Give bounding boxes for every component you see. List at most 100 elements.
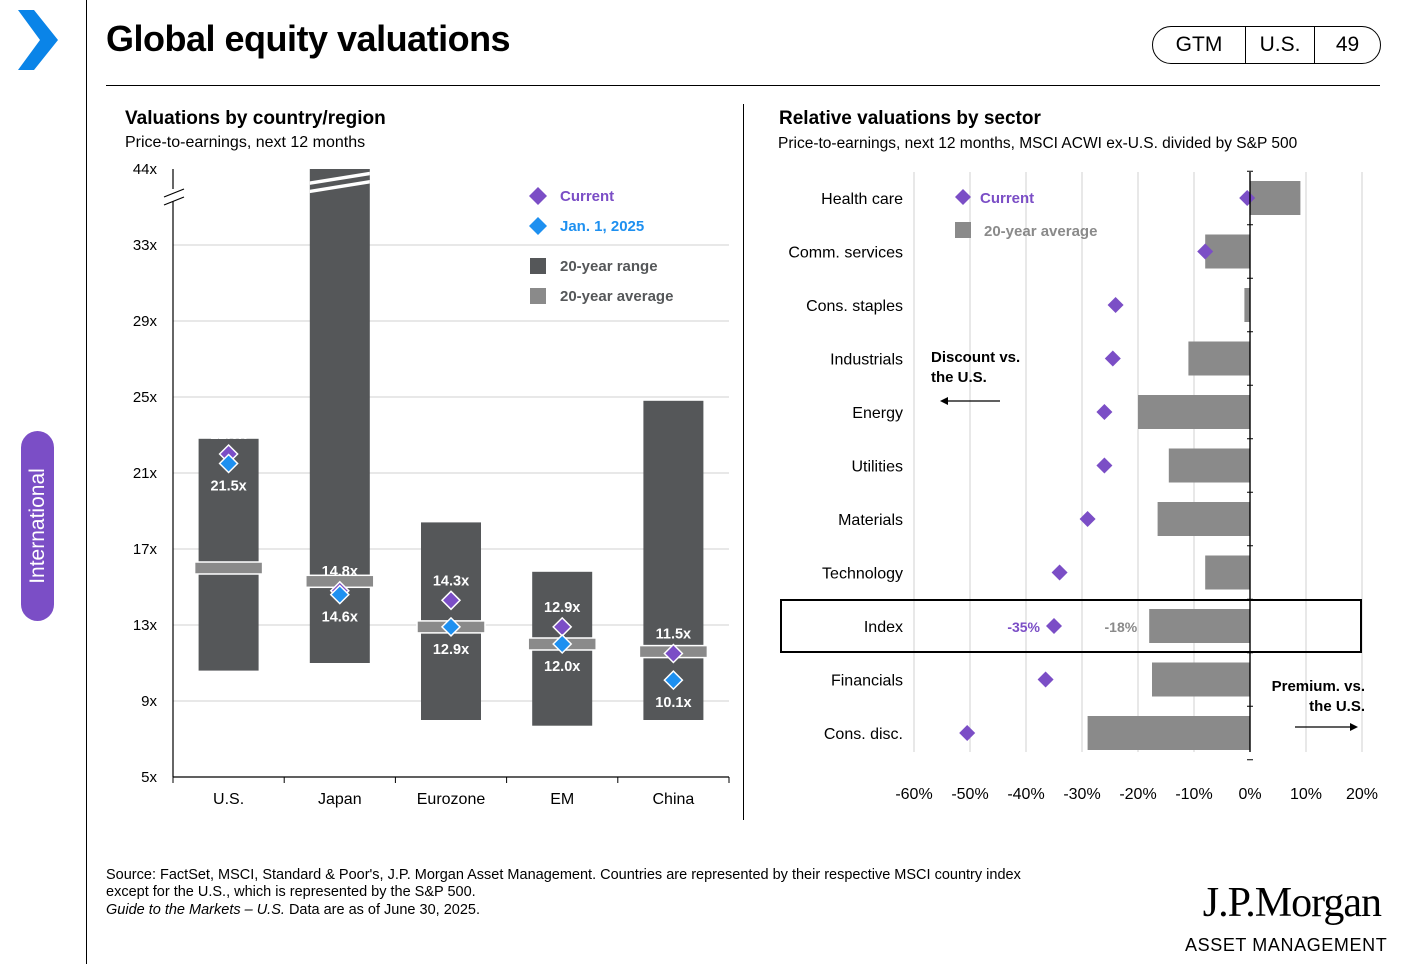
right-current-diamond [1096, 457, 1113, 474]
right-average-bar [1205, 555, 1250, 590]
left-jan-label: 12.0x [544, 659, 580, 675]
right-current-diamond [1197, 243, 1214, 260]
right-average-bar [1087, 716, 1250, 750]
left-jan-label: 14.6x [322, 610, 358, 626]
right-chart-subtitle: Price-to-earnings, next 12 months, MSCI … [778, 135, 1298, 152]
left-bar-break-stripe [309, 180, 370, 194]
discount-annotation: Discount vs. [931, 349, 1020, 366]
right-category-label: Technology [822, 566, 903, 583]
right-category-label: Materials [838, 512, 903, 529]
left-legend-marker [529, 217, 547, 235]
left-legend-label: Jan. 1, 2025 [560, 218, 644, 235]
guide-badge-page: 49 [1335, 33, 1360, 56]
left-y-tick-label: 29x [133, 313, 158, 330]
right-average-bar [1244, 288, 1250, 322]
right-category-label: Industrials [830, 352, 903, 369]
right-category-label: Cons. disc. [824, 726, 903, 743]
left-y-tick-label: 13x [133, 617, 158, 634]
left-legend-label: 20-year range [560, 258, 658, 275]
guide-badge-region: U.S. [1246, 27, 1315, 63]
left-axis-break-mark [163, 188, 185, 198]
right-current-diamond [1079, 511, 1096, 527]
right-current-diamond [1037, 671, 1054, 688]
right-category-label: Index [864, 619, 903, 636]
left-current-label: 12.9x [544, 600, 580, 616]
guide-badge: GTM U.S. 49 [1152, 26, 1381, 64]
left-category-label: China [652, 791, 694, 808]
left-y-tick-label: 25x [133, 389, 158, 406]
left-current-label: 14.8x [322, 564, 358, 580]
left-axis-break-mark [163, 196, 185, 206]
right-legend-marker [955, 222, 971, 238]
left-range-bar [643, 400, 704, 720]
right-x-tick-label: 10% [1290, 786, 1322, 803]
left-chart-subtitle: Price-to-earnings, next 12 months [125, 134, 366, 151]
left-jan-diamond [440, 616, 462, 637]
right-current-diamond [1046, 618, 1062, 634]
right-average-bar [1188, 341, 1250, 376]
right-current-diamond [1051, 564, 1068, 581]
right-legend-label: 20-year average [984, 223, 1097, 240]
left-legend-marker [529, 187, 547, 205]
right-legend-marker [955, 189, 971, 205]
right-x-tick-label: -60% [895, 786, 932, 803]
right-average-bar [1157, 502, 1250, 536]
left-category-label: Eurozone [417, 791, 486, 808]
left-current-label: 22.0x [210, 427, 246, 443]
left-jan-diamond [663, 670, 684, 691]
footer-asof-date: Data are as of June 30, 2025. [284, 902, 480, 918]
right-category-label: Cons. staples [806, 298, 903, 315]
left-category-label: Japan [318, 791, 362, 808]
right-average-bar [1138, 395, 1250, 429]
right-average-bar [1168, 448, 1250, 483]
left-jan-label: 10.1x [655, 695, 691, 711]
left-jan-label: 21.5x [210, 479, 246, 495]
right-x-tick-label: -40% [1007, 786, 1044, 803]
right-highlight-box [780, 599, 1362, 653]
left-legend-label: 20-year average [560, 288, 673, 305]
left-rail-divider [86, 0, 87, 964]
right-category-label: Comm. services [788, 245, 903, 262]
left-y-tick-label: 44x [133, 161, 158, 178]
right-x-tick-label: -20% [1119, 786, 1156, 803]
right-current-diamond [959, 725, 976, 741]
left-current-label: 14.3x [433, 573, 469, 589]
premium-annotation: the U.S. [1309, 698, 1365, 715]
right-category-label: Energy [852, 405, 903, 422]
header-rule [106, 85, 1380, 86]
premium-annotation: Premium. vs. [1272, 678, 1365, 695]
right-category-label: Utilities [851, 459, 903, 476]
right-category-label: Financials [831, 673, 903, 690]
left-y-tick-label: 33x [133, 237, 158, 254]
right-x-tick-label: 0% [1238, 786, 1261, 803]
left-y-tick-label: 5x [141, 769, 157, 786]
right-x-tick-label: 20% [1346, 786, 1378, 803]
right-index-average-label: -18% [1105, 619, 1138, 635]
left-category-label: EM [550, 791, 574, 808]
brand-chevron-icon [14, 10, 60, 77]
left-y-tick-label: 17x [133, 541, 158, 558]
right-current-diamond [1104, 350, 1121, 367]
left-average-marker [193, 561, 264, 575]
left-current-diamond [663, 643, 684, 664]
right-current-diamond [1096, 404, 1113, 420]
left-jan-label: 12.9x [433, 642, 469, 658]
right-index-current-label: -35% [1007, 619, 1040, 635]
left-jan-diamond [218, 453, 239, 474]
panel-divider [743, 104, 744, 820]
right-chart-title: Relative valuations by sector [779, 108, 1041, 129]
left-legend-marker [530, 258, 546, 274]
right-average-bar [1152, 662, 1250, 697]
footer-source-line2: except for the U.S., which is represente… [106, 884, 476, 900]
footer-asof: Guide to the Markets – U.S. Data are as … [106, 902, 480, 918]
left-y-tick-label: 9x [141, 693, 157, 710]
right-x-tick-label: -50% [951, 786, 988, 803]
footer-guide-name: Guide to the Markets – U.S. [106, 902, 285, 918]
page-title: Global equity valuations [106, 18, 511, 59]
right-current-diamond [1239, 190, 1256, 206]
jpmorgan-logo-subtitle: ASSET MANAGEMENT [1185, 935, 1388, 955]
discount-annotation: the U.S. [931, 369, 987, 386]
section-tab[interactable] [21, 431, 54, 621]
footer-source: Source: FactSet, MSCI, Standard & Poor's… [106, 867, 1166, 901]
